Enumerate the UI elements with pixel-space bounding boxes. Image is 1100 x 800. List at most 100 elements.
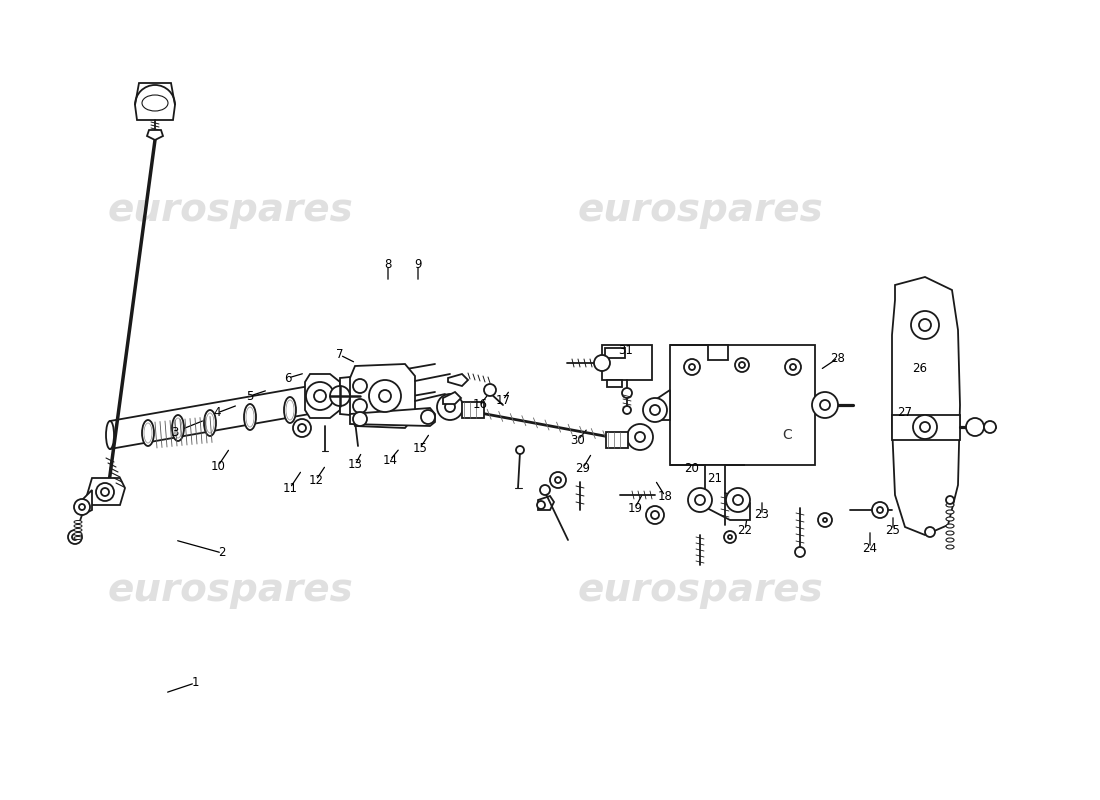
Circle shape bbox=[946, 496, 954, 504]
Polygon shape bbox=[538, 496, 554, 510]
Polygon shape bbox=[448, 374, 468, 386]
Polygon shape bbox=[892, 415, 960, 440]
Text: 30: 30 bbox=[571, 434, 585, 446]
Circle shape bbox=[594, 355, 610, 371]
Circle shape bbox=[74, 499, 90, 515]
Circle shape bbox=[920, 422, 929, 432]
Polygon shape bbox=[82, 490, 92, 515]
Circle shape bbox=[877, 507, 883, 513]
Polygon shape bbox=[607, 380, 621, 387]
Polygon shape bbox=[340, 376, 375, 416]
Ellipse shape bbox=[74, 521, 82, 523]
Ellipse shape bbox=[74, 529, 82, 531]
Text: 7: 7 bbox=[337, 349, 343, 362]
Text: 10: 10 bbox=[210, 459, 225, 473]
Text: 15: 15 bbox=[412, 442, 428, 454]
Text: 14: 14 bbox=[383, 454, 397, 466]
Circle shape bbox=[379, 390, 390, 402]
Circle shape bbox=[627, 424, 653, 450]
Text: 29: 29 bbox=[575, 462, 591, 474]
Circle shape bbox=[353, 412, 367, 426]
Circle shape bbox=[540, 485, 550, 495]
Text: 16: 16 bbox=[473, 398, 487, 411]
Circle shape bbox=[735, 358, 749, 372]
Circle shape bbox=[635, 432, 645, 442]
Text: 28: 28 bbox=[830, 351, 846, 365]
Text: 1: 1 bbox=[191, 677, 199, 690]
Text: 18: 18 bbox=[658, 490, 672, 502]
Bar bbox=[605, 348, 625, 358]
Circle shape bbox=[96, 483, 114, 501]
Text: 6: 6 bbox=[284, 371, 292, 385]
Text: 13: 13 bbox=[348, 458, 362, 471]
Circle shape bbox=[689, 364, 695, 370]
Text: 23: 23 bbox=[755, 509, 769, 522]
Circle shape bbox=[293, 419, 311, 437]
Circle shape bbox=[733, 495, 742, 505]
Polygon shape bbox=[654, 390, 670, 420]
Text: 19: 19 bbox=[627, 502, 642, 514]
Polygon shape bbox=[350, 364, 415, 428]
Ellipse shape bbox=[946, 538, 954, 542]
Circle shape bbox=[72, 534, 78, 540]
Ellipse shape bbox=[142, 420, 154, 446]
Circle shape bbox=[68, 530, 82, 544]
Polygon shape bbox=[135, 83, 175, 120]
Text: 26: 26 bbox=[913, 362, 927, 374]
Circle shape bbox=[918, 319, 931, 331]
Ellipse shape bbox=[946, 531, 954, 535]
Ellipse shape bbox=[244, 404, 256, 430]
Circle shape bbox=[911, 311, 939, 339]
Ellipse shape bbox=[74, 533, 82, 535]
Circle shape bbox=[820, 400, 830, 410]
Circle shape bbox=[298, 424, 306, 432]
Circle shape bbox=[726, 488, 750, 512]
Text: 8: 8 bbox=[384, 258, 392, 271]
Text: 22: 22 bbox=[737, 523, 752, 537]
Polygon shape bbox=[350, 408, 434, 426]
Text: 27: 27 bbox=[898, 406, 913, 419]
Circle shape bbox=[79, 504, 85, 510]
Polygon shape bbox=[892, 277, 960, 535]
Bar bbox=[462, 402, 484, 418]
Circle shape bbox=[966, 418, 984, 436]
Circle shape bbox=[913, 415, 937, 439]
Circle shape bbox=[925, 527, 935, 537]
Circle shape bbox=[650, 405, 660, 415]
Text: 31: 31 bbox=[618, 343, 634, 357]
Text: 25: 25 bbox=[886, 523, 901, 537]
Circle shape bbox=[621, 388, 632, 398]
Text: 4: 4 bbox=[213, 406, 221, 419]
Circle shape bbox=[795, 547, 805, 557]
Ellipse shape bbox=[946, 524, 954, 528]
Circle shape bbox=[537, 501, 544, 509]
Circle shape bbox=[688, 488, 712, 512]
Ellipse shape bbox=[172, 415, 184, 441]
Circle shape bbox=[739, 362, 745, 368]
Ellipse shape bbox=[284, 397, 296, 423]
Circle shape bbox=[516, 446, 524, 454]
Circle shape bbox=[724, 531, 736, 543]
Text: 21: 21 bbox=[707, 471, 723, 485]
Bar bbox=[670, 345, 815, 465]
Polygon shape bbox=[305, 374, 340, 418]
Circle shape bbox=[644, 398, 667, 422]
Text: 2: 2 bbox=[218, 546, 226, 559]
Circle shape bbox=[101, 488, 109, 496]
Circle shape bbox=[872, 502, 888, 518]
Text: 24: 24 bbox=[862, 542, 878, 554]
Circle shape bbox=[437, 394, 463, 420]
Polygon shape bbox=[87, 478, 125, 505]
Polygon shape bbox=[670, 465, 750, 520]
Text: 12: 12 bbox=[308, 474, 323, 486]
Ellipse shape bbox=[106, 421, 114, 449]
Circle shape bbox=[330, 386, 350, 406]
Circle shape bbox=[314, 390, 326, 402]
Ellipse shape bbox=[74, 525, 82, 527]
Ellipse shape bbox=[74, 537, 82, 539]
Polygon shape bbox=[670, 345, 728, 360]
Text: 9: 9 bbox=[415, 258, 421, 271]
Ellipse shape bbox=[946, 517, 954, 521]
Text: 5: 5 bbox=[246, 390, 254, 402]
Text: eurospares: eurospares bbox=[107, 191, 353, 229]
